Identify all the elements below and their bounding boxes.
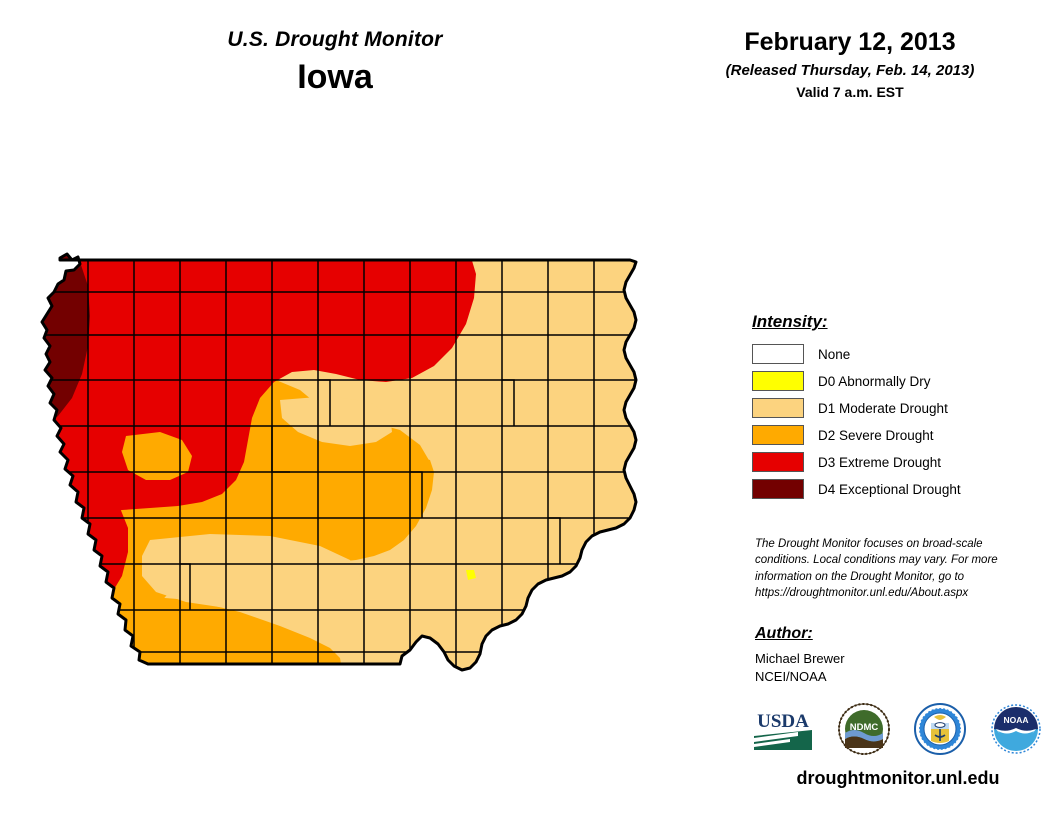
legend-label-d3: D3 Extreme Drought xyxy=(818,454,942,470)
d2-region-south xyxy=(90,596,342,670)
ndmc-logo: NDMC xyxy=(838,702,890,760)
legend-item-d4: D4 Exceptional Drought xyxy=(752,477,1042,501)
release-date: (Released Thursday, Feb. 14, 2013) xyxy=(725,61,975,79)
iowa-border xyxy=(40,252,638,672)
logo-strip: USDA NDMC xyxy=(752,700,1042,762)
legend-swatch-d4 xyxy=(752,479,804,499)
noaa-logo-text: NOAA xyxy=(1003,715,1028,725)
usda-logo: USDA xyxy=(752,705,814,757)
author-title: Author: xyxy=(755,625,813,642)
author-affiliation: NCEI/NOAA xyxy=(755,668,827,684)
legend-item-d1: D1 Moderate Drought xyxy=(752,396,1042,420)
d2-intrusion-west xyxy=(122,432,192,480)
legend-label-d2: D2 Severe Drought xyxy=(818,427,934,443)
legend-label-d1: D1 Moderate Drought xyxy=(818,400,948,416)
legend-label-d0: D0 Abnormally Dry xyxy=(818,373,931,389)
legend-swatch-d0 xyxy=(752,371,804,391)
legend-swatch-d1 xyxy=(752,398,804,418)
legend-title: Intensity: xyxy=(752,312,828,331)
d1-pocket-south-central xyxy=(142,534,360,610)
state-title: Iowa xyxy=(297,58,373,97)
legend-item-d2: D2 Severe Drought xyxy=(752,423,1042,447)
legend: Intensity: None D0 Abnormally Dry D1 Mod… xyxy=(752,312,1042,504)
iowa-drought-map xyxy=(30,240,740,720)
state-outline xyxy=(40,252,638,672)
legend-item-d3: D3 Extreme Drought xyxy=(752,450,1042,474)
map-date: February 12, 2013 xyxy=(744,28,956,56)
footer-url[interactable]: droughtmonitor.unl.edu xyxy=(796,768,1000,788)
noaa-logo: NOAA xyxy=(990,703,1042,760)
legend-item-d0: D0 Abnormally Dry xyxy=(752,369,1042,393)
d0-region xyxy=(466,570,476,580)
legend-swatch-none xyxy=(752,344,804,364)
author-block: Author: Michael Brewer NCEI/NOAA xyxy=(755,625,1035,685)
d2-region-east-lobe xyxy=(320,420,430,544)
legend-label-d4: D4 Exceptional Drought xyxy=(818,481,961,497)
usda-logo-text: USDA xyxy=(757,711,809,732)
header-right: February 12, 2013 (Released Thursday, Fe… xyxy=(640,28,1056,100)
disclaimer-text: The Drought Monitor focuses on broad-sca… xyxy=(755,538,998,599)
legend-item-none: None xyxy=(752,342,1042,366)
author-name: Michael Brewer xyxy=(755,651,845,666)
valid-time: Valid 7 a.m. EST xyxy=(796,84,904,100)
legend-swatch-d2 xyxy=(752,425,804,445)
unl-seal-logo xyxy=(914,702,966,760)
legend-label-none: None xyxy=(818,346,851,362)
header-left: U.S. Drought Monitor Iowa xyxy=(120,28,550,96)
ndmc-logo-text: NDMC xyxy=(850,722,879,733)
legend-swatch-d3 xyxy=(752,452,804,472)
page-title: U.S. Drought Monitor xyxy=(227,28,443,51)
